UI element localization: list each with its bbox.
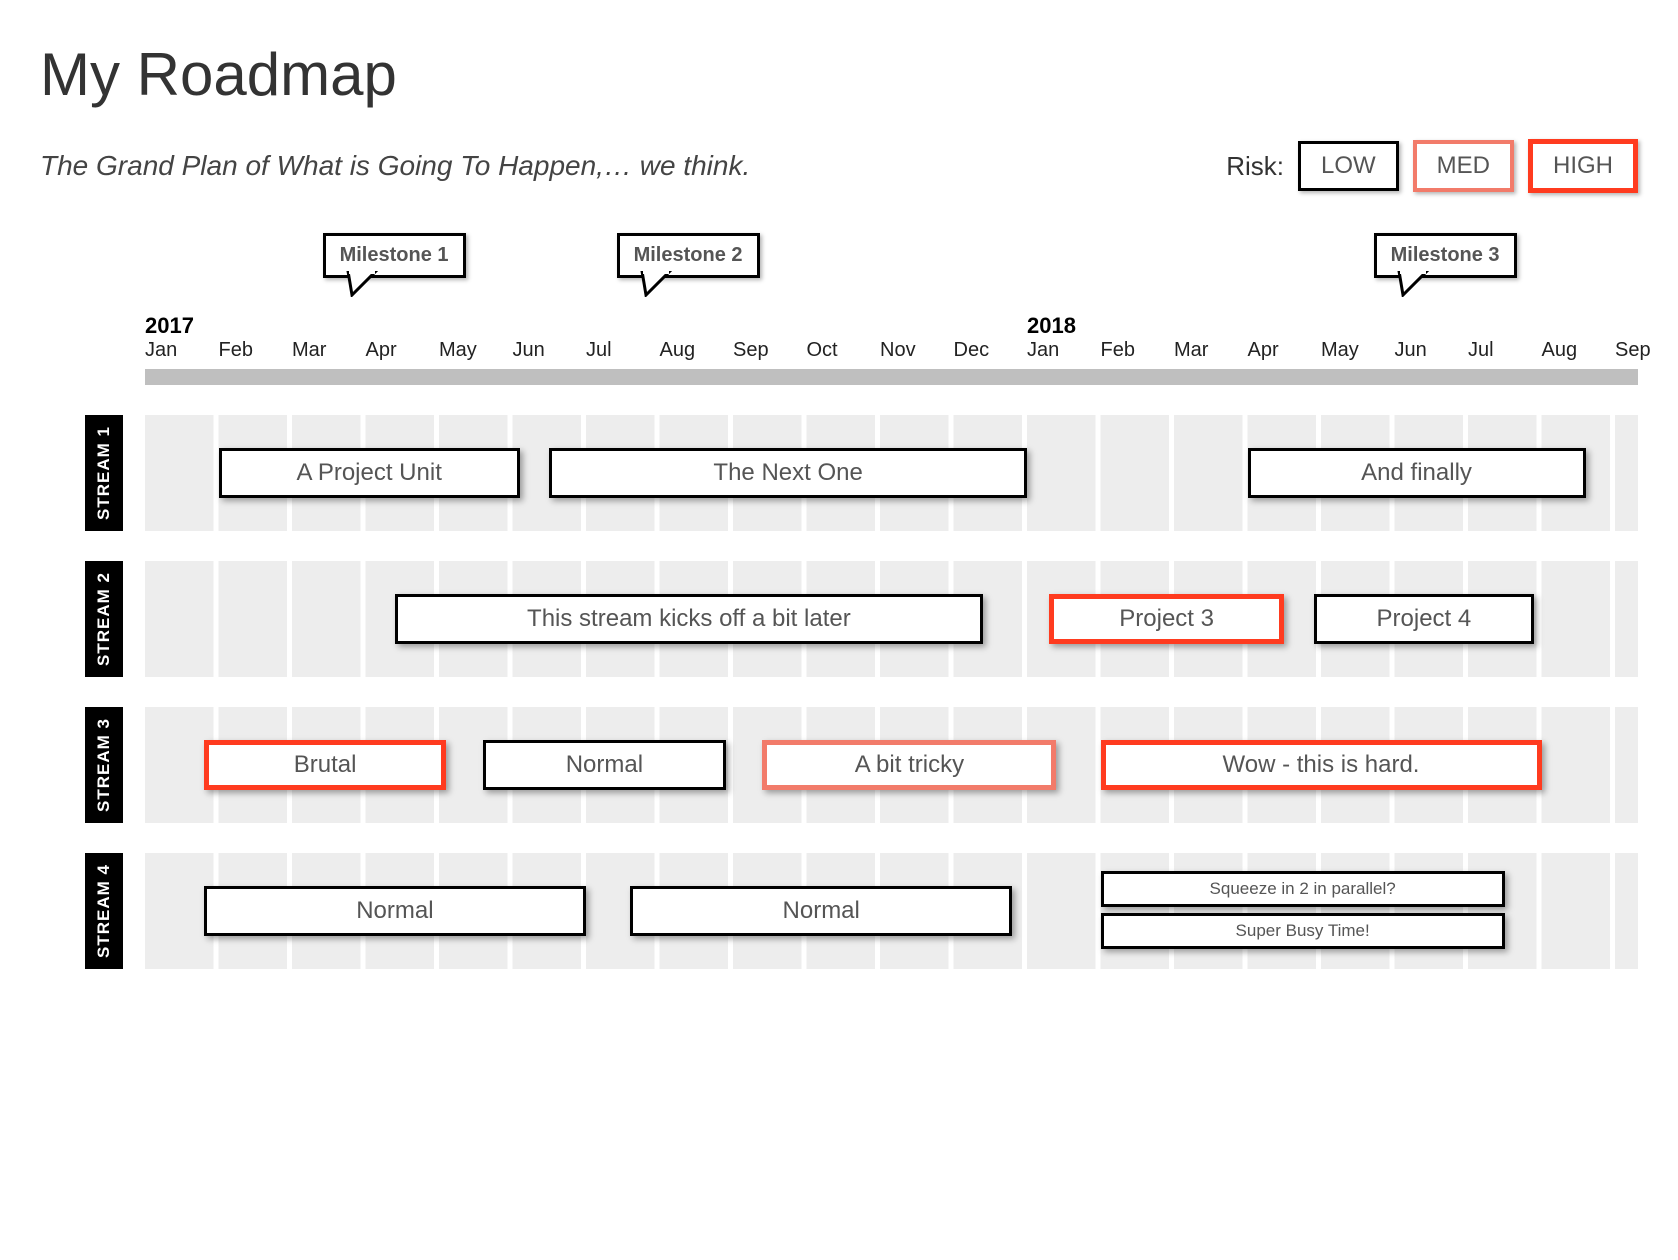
- month-label: Apr: [1248, 339, 1279, 362]
- header-row: The Grand Plan of What is Going To Happe…: [40, 139, 1638, 193]
- milestone: Milestone 3: [1374, 233, 1517, 278]
- month-label: Oct: [807, 339, 838, 362]
- year-label: 2018: [1027, 313, 1076, 339]
- timeline-content: 2017 2018 Jan Feb Mar Apr May Jun Jul Aug Sep Oct N…: [85, 313, 1638, 999]
- stream-track: Brutal Normal A bit tricky Wow - this is ha…: [145, 707, 1638, 823]
- page-title: My Roadmap: [40, 40, 1638, 109]
- stream-track: A Project Unit The Next One And finally: [145, 415, 1638, 531]
- project-box: This stream kicks off a bit later: [395, 594, 983, 644]
- month-label: Jun: [1395, 339, 1427, 362]
- stream-row: STREAM 4 Normal Normal Squeeze in 2 in para…: [85, 853, 1638, 969]
- project-box: Normal: [483, 740, 726, 790]
- month-label: Dec: [954, 339, 990, 362]
- risk-legend: Risk: LOW MED HIGH: [1226, 139, 1638, 193]
- risk-med: MED: [1413, 140, 1514, 192]
- month-label: Mar: [1174, 339, 1208, 362]
- stream-track: Normal Normal Squeeze in 2 in parallel? Sup…: [145, 853, 1638, 969]
- timeline-bar: [145, 369, 1638, 385]
- month-label: Feb: [219, 339, 253, 362]
- month-label: Sep: [733, 339, 769, 362]
- month-label: Jul: [1468, 339, 1494, 362]
- stream-row: STREAM 2 This stream kicks off a bit late…: [85, 561, 1638, 677]
- month-label: Aug: [1542, 339, 1578, 362]
- risk-high: HIGH: [1528, 139, 1638, 193]
- month-label: Jun: [513, 339, 545, 362]
- timeline-area: 2017 2018 Jan Feb Mar Apr May Jun Jul Aug Sep Oct N…: [40, 313, 1638, 999]
- speech-tail-icon: [640, 271, 676, 297]
- stream-label: STREAM 4: [85, 853, 123, 969]
- project-box: Project 3: [1049, 594, 1284, 644]
- project-box: Normal: [630, 886, 1012, 936]
- project-box: The Next One: [549, 448, 1027, 498]
- subtitle: The Grand Plan of What is Going To Happe…: [40, 150, 750, 182]
- month-label: Sep: [1615, 339, 1651, 362]
- month-label: Aug: [660, 339, 696, 362]
- month-label: Jan: [1027, 339, 1059, 362]
- project-box: Project 4: [1314, 594, 1535, 644]
- project-box: Squeeze in 2 in parallel?: [1101, 871, 1505, 907]
- month-label: Apr: [366, 339, 397, 362]
- stream-label: STREAM 2: [85, 561, 123, 677]
- project-box: Normal: [204, 886, 586, 936]
- stream-track: This stream kicks off a bit later Project…: [145, 561, 1638, 677]
- project-box: Super Busy Time!: [1101, 913, 1505, 949]
- project-box: And finally: [1248, 448, 1586, 498]
- year-label: 2017: [145, 313, 194, 339]
- speech-tail-icon: [1397, 271, 1433, 297]
- risk-low: LOW: [1298, 141, 1399, 191]
- stream-label: STREAM 1: [85, 415, 123, 531]
- milestones-row: Milestone 1 Milestone 2 Milestone 3: [145, 233, 1638, 313]
- project-box: Wow - this is hard.: [1101, 740, 1542, 790]
- month-label: Jul: [586, 339, 612, 362]
- month-label: May: [1321, 339, 1359, 362]
- month-label: May: [439, 339, 477, 362]
- month-label: Jan: [145, 339, 177, 362]
- stream-label: STREAM 3: [85, 707, 123, 823]
- milestone-bubble: Milestone 2: [617, 233, 760, 278]
- project-box: A Project Unit: [219, 448, 520, 498]
- year-row: 2017 2018: [145, 313, 1638, 339]
- milestone: Milestone 1: [323, 233, 466, 278]
- milestone: Milestone 2: [617, 233, 760, 278]
- month-label: Mar: [292, 339, 326, 362]
- month-label: Nov: [880, 339, 916, 362]
- project-box: Brutal: [204, 740, 447, 790]
- stream-row: STREAM 1 A Project Unit The Next One And fi…: [85, 415, 1638, 531]
- month-label: Feb: [1101, 339, 1135, 362]
- milestone-bubble: Milestone 3: [1374, 233, 1517, 278]
- months-row: Jan Feb Mar Apr May Jun Jul Aug Sep Oct Nov Dec Jan F…: [145, 339, 1638, 369]
- stream-row: STREAM 3 Brutal Normal A bit tricky Wow - th…: [85, 707, 1638, 823]
- project-box: A bit tricky: [762, 740, 1056, 790]
- milestone-bubble: Milestone 1: [323, 233, 466, 278]
- risk-label: Risk:: [1226, 151, 1284, 182]
- speech-tail-icon: [346, 271, 382, 297]
